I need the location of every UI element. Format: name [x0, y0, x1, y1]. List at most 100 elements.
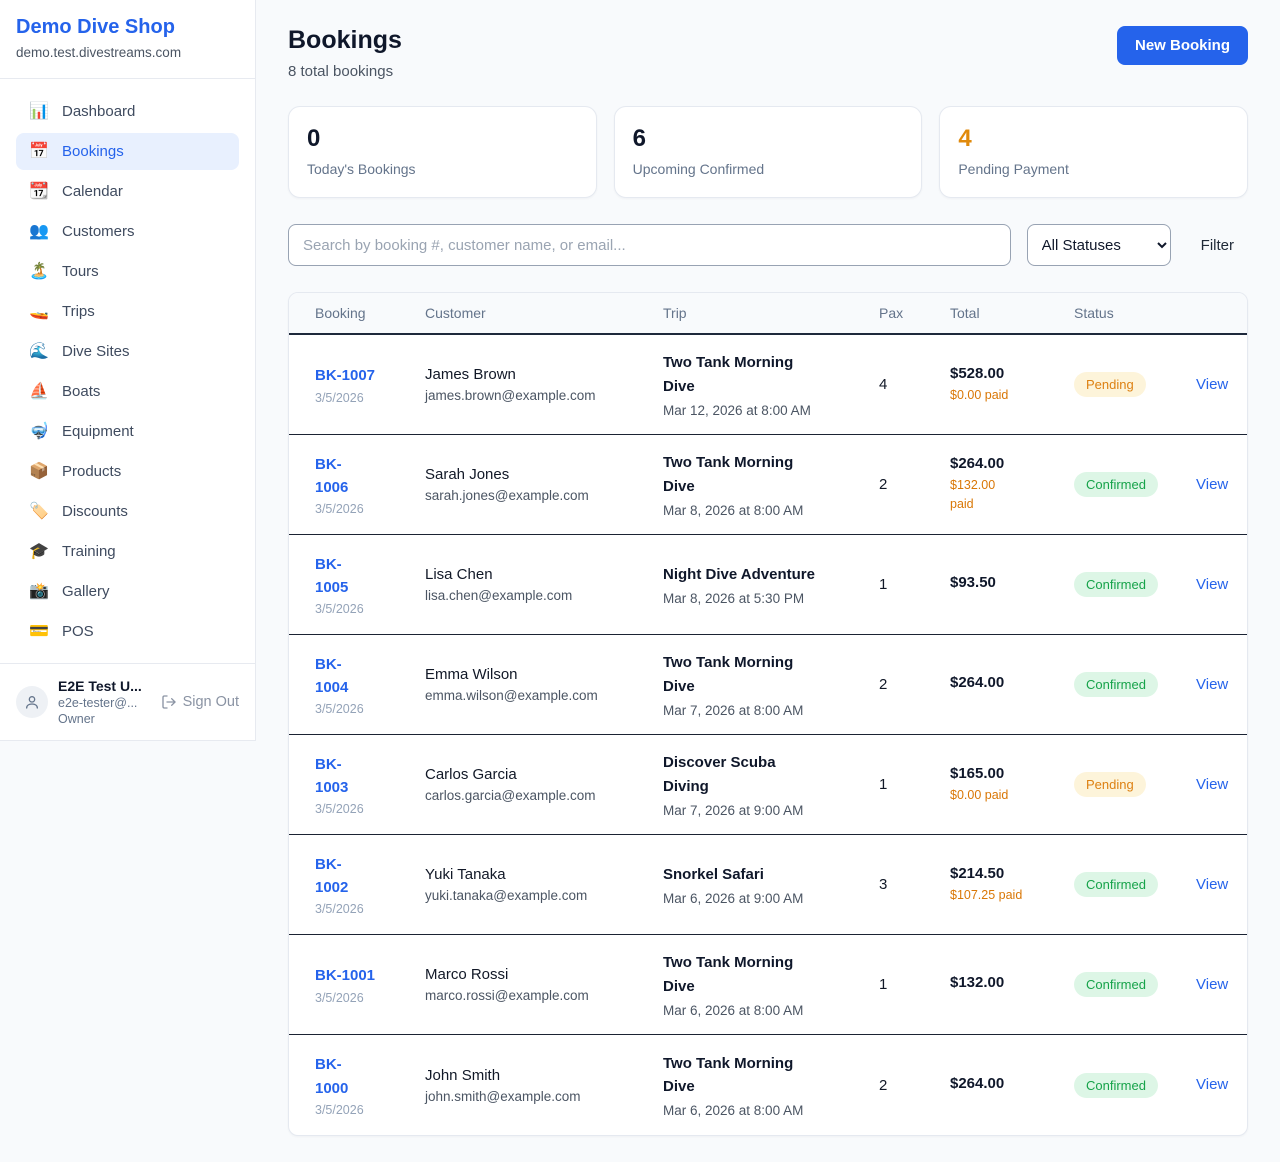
total-amount: $165.00	[950, 764, 1005, 782]
booking-number-link[interactable]: BK-1001	[315, 967, 376, 985]
table-row: BK-1001 3/5/2026 Marco Rossi marco.rossi…	[289, 935, 1247, 1035]
sidebar-item[interactable]: 🏝️ Tours	[16, 253, 239, 290]
status-select[interactable]: All Statuses	[1026, 224, 1171, 266]
trip-name: Two Tank Morning Dive	[663, 354, 794, 395]
customer-name: Lisa Chen	[425, 566, 493, 583]
sidebar-item-icon: 📅	[29, 142, 49, 160]
status-badge: Confirmed	[1074, 872, 1158, 897]
total-amount: $264.00	[950, 674, 1005, 691]
booking-date: 3/5/2026	[315, 902, 364, 917]
sidebar-item-icon: 🏷️	[29, 502, 49, 520]
sign-out-button[interactable]: Sign Out	[161, 694, 239, 710]
trip-name: Two Tank Morning Dive	[663, 654, 794, 695]
booking-date: 3/5/2026	[315, 502, 364, 517]
trip-datetime: Mar 8, 2026 at 5:30 PM	[663, 591, 805, 607]
pax-count: 4	[879, 376, 888, 393]
view-link[interactable]: View	[1196, 375, 1229, 393]
table-row: BK- 1004 3/5/2026 Emma Wilson emma.wilso…	[289, 635, 1247, 735]
view-link[interactable]: View	[1196, 1076, 1229, 1093]
booking-number-link[interactable]: BK- 1002	[315, 855, 349, 896]
sidebar-item[interactable]: 🤿 Equipment	[16, 413, 239, 450]
booking-number-link[interactable]: BK- 1005	[315, 555, 349, 596]
stat-card-pending: 4 Pending Payment	[939, 106, 1248, 198]
customer-email: emma.wilson@example.com	[425, 688, 598, 703]
sidebar-item[interactable]: 📸 Gallery	[16, 573, 239, 610]
sidebar-item[interactable]: 📊 Dashboard	[16, 93, 239, 130]
page-subtitle: 8 total bookings	[288, 63, 394, 80]
status-badge: Confirmed	[1074, 672, 1158, 697]
booking-number-link[interactable]: BK- 1006	[315, 455, 349, 496]
sidebar-item[interactable]: 💳 POS	[16, 613, 239, 650]
stats-cards: 0 Today's Bookings 6 Upcoming Confirmed …	[288, 106, 1248, 198]
customer-email: james.brown@example.com	[425, 388, 596, 403]
trip-datetime: Mar 8, 2026 at 8:00 AM	[663, 502, 804, 518]
sidebar: Demo Dive Shop demo.test.divestreams.com…	[0, 0, 256, 741]
view-link[interactable]: View	[1196, 675, 1229, 693]
booking-number-link[interactable]: BK- 1003	[315, 755, 349, 796]
sidebar-item[interactable]: 📆 Calendar	[16, 173, 239, 210]
sidebar-item[interactable]: 🏷️ Discounts	[16, 493, 239, 530]
view-link[interactable]: View	[1196, 775, 1229, 793]
filter-bar: All Statuses Filter	[288, 224, 1248, 266]
status-badge: Confirmed	[1074, 472, 1158, 497]
total-amount: $264.00	[950, 455, 1005, 473]
sidebar-item[interactable]: 🌊 Dive Sites	[16, 333, 239, 370]
booking-date: 3/5/2026	[315, 602, 364, 617]
booking-number-link[interactable]: BK- 1000	[315, 1056, 349, 1097]
sidebar-item[interactable]: 📦 Products	[16, 453, 239, 490]
view-link[interactable]: View	[1196, 475, 1229, 493]
booking-date: 3/5/2026	[315, 702, 364, 717]
sign-out-icon	[161, 695, 176, 709]
status-badge: Confirmed	[1074, 972, 1158, 997]
sidebar-item[interactable]: 🚤 Trips	[16, 293, 239, 330]
paid-amount: $0.00 paid	[950, 387, 1009, 402]
pax-count: 1	[879, 776, 888, 793]
trip-name: Discover Scuba Diving	[663, 754, 776, 795]
pax-count: 2	[879, 476, 888, 493]
sidebar-item[interactable]: 📅 Bookings	[16, 133, 239, 170]
customer-name: Sarah Jones	[425, 466, 510, 483]
status-badge: Confirmed	[1074, 572, 1158, 597]
col-header-status: Status	[1074, 305, 1114, 321]
sidebar-item[interactable]: 👥 Customers	[16, 213, 239, 250]
brand: Demo Dive Shop demo.test.divestreams.com	[0, 0, 255, 79]
sidebar-item-label: Equipment	[62, 423, 134, 440]
view-link[interactable]: View	[1196, 875, 1229, 893]
new-booking-button[interactable]: New Booking	[1116, 26, 1248, 65]
total-amount: $528.00	[950, 364, 1005, 382]
customer-name: Yuki Tanaka	[425, 866, 506, 883]
sidebar-item-label: Bookings	[62, 143, 124, 160]
user-avatar	[16, 686, 48, 718]
total-amount: $264.00	[950, 1074, 1005, 1092]
table-row: BK- 1000 3/5/2026 John Smith john.smith@…	[289, 1035, 1247, 1135]
booking-number-link[interactable]: BK-1007	[315, 367, 376, 385]
view-link[interactable]: View	[1196, 575, 1229, 593]
stat-card-upcoming: 6 Upcoming Confirmed	[613, 106, 923, 198]
sidebar-item-icon: 📦	[29, 462, 49, 480]
person-icon	[26, 696, 38, 709]
customer-email: yuki.tanaka@example.com	[425, 888, 588, 903]
sidebar-item[interactable]: 🎓 Training	[16, 533, 239, 570]
col-header-pax: Pax	[879, 305, 904, 321]
booking-number-link[interactable]: BK- 1004	[315, 655, 349, 696]
view-link[interactable]: View	[1196, 975, 1229, 993]
trip-name: Night Dive Adventure	[663, 565, 815, 583]
sidebar-item-icon: 🏝️	[29, 262, 49, 280]
search-input[interactable]	[288, 224, 1011, 266]
sidebar-item-icon: 🚤	[29, 302, 49, 320]
table-row: BK- 1003 3/5/2026 Carlos Garcia carlos.g…	[289, 735, 1247, 835]
trip-datetime: Mar 6, 2026 at 8:00 AM	[663, 1103, 804, 1119]
brand-name: Demo Dive Shop	[16, 16, 175, 38]
paid-amount: $132.00 paid	[950, 478, 996, 511]
customer-name: Emma Wilson	[425, 666, 518, 683]
customer-email: sarah.jones@example.com	[425, 488, 589, 503]
sidebar-item[interactable]: ⛵ Boats	[16, 373, 239, 410]
total-amount: $214.50	[950, 864, 1005, 882]
sidebar-item-icon: 📊	[29, 102, 49, 120]
trip-name: Two Tank Morning Dive	[663, 954, 794, 995]
booking-date: 3/5/2026	[315, 802, 364, 817]
filter-button[interactable]: Filter	[1187, 237, 1248, 254]
sign-out-label: Sign Out	[182, 694, 239, 710]
sidebar-item-icon: 👥	[29, 222, 49, 240]
sidebar-item-label: Dive Sites	[62, 343, 130, 360]
